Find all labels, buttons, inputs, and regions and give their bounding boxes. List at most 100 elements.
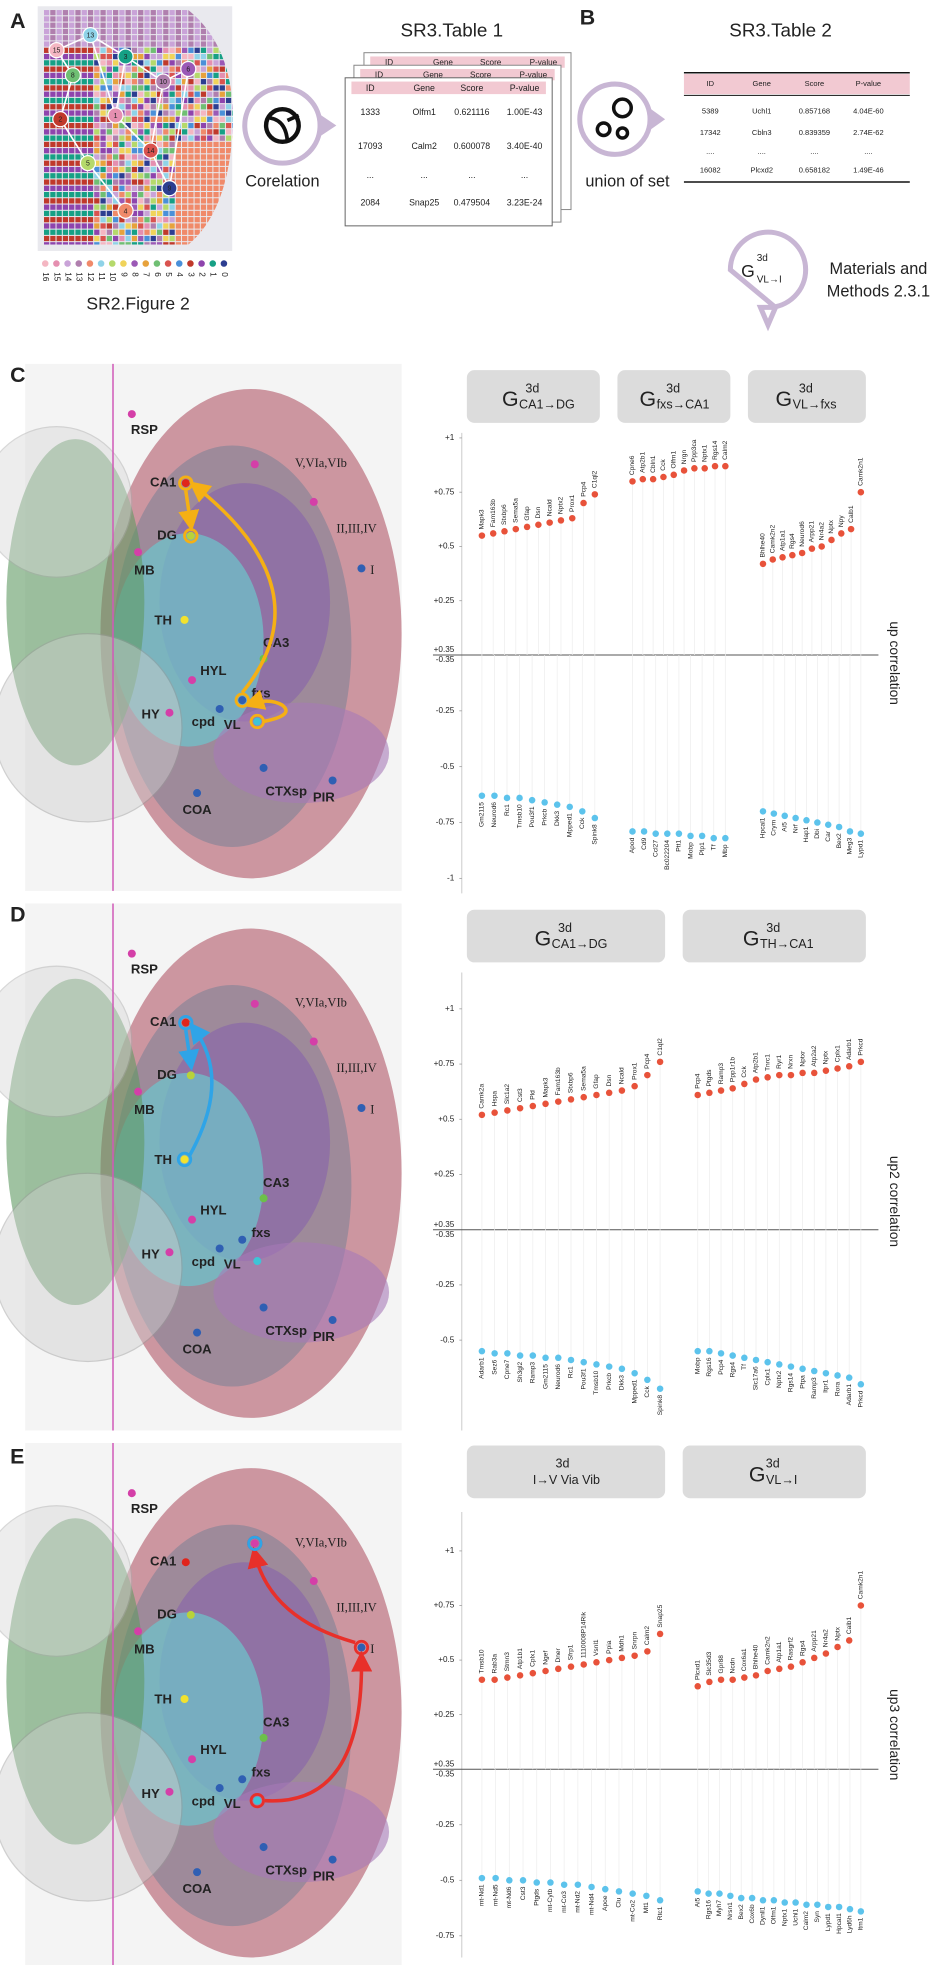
spot [175, 204, 182, 210]
region-dot [328, 776, 337, 785]
spot [150, 104, 156, 110]
spot [113, 79, 119, 85]
icon-glyph [263, 106, 301, 144]
gene-label: Olfm1 [671, 451, 678, 469]
spot [188, 110, 194, 116]
spot [188, 122, 194, 129]
spot [106, 97, 112, 104]
spot [169, 122, 175, 129]
region-dot [186, 1610, 195, 1619]
group-title: G [502, 387, 519, 411]
region-dot [181, 1018, 190, 1027]
spot [175, 223, 182, 229]
graph-node [64, 67, 82, 84]
spot [188, 173, 194, 179]
up-dot [629, 478, 636, 485]
spot [50, 160, 56, 166]
down-dot [716, 1890, 723, 1897]
spot [188, 210, 194, 217]
legend-swatch [75, 260, 83, 267]
spot [175, 122, 182, 129]
spot [100, 191, 106, 198]
region-label: cpd [192, 1254, 215, 1269]
node-ring [183, 528, 199, 544]
divider-label: -0.35 [436, 655, 455, 664]
spot [138, 129, 144, 135]
spot [194, 104, 200, 110]
spot [225, 160, 232, 166]
group-title: G [776, 387, 793, 411]
region-label: DG [157, 1067, 177, 1082]
spot [213, 79, 219, 85]
spot [119, 22, 125, 28]
spot [43, 16, 50, 22]
spot [163, 16, 169, 22]
region-dot [309, 1577, 318, 1586]
legend-label: 4 [175, 272, 184, 277]
table-cell: 0.839359 [799, 128, 830, 137]
spot [43, 129, 50, 135]
spot [43, 72, 50, 79]
spot [50, 217, 56, 223]
spot [175, 210, 182, 217]
graph-edge [112, 56, 127, 119]
spot [175, 16, 182, 22]
spot [131, 10, 138, 16]
down-dot [759, 808, 767, 815]
up-dot [799, 1659, 806, 1666]
spot [150, 191, 156, 198]
spot [219, 122, 225, 129]
region-dot [259, 763, 268, 772]
spot [131, 35, 138, 41]
spot [144, 122, 150, 129]
spot [188, 116, 194, 122]
region-label: I [370, 563, 374, 577]
spot [156, 185, 163, 191]
spot [188, 47, 194, 53]
legend-label: 15 [52, 272, 61, 282]
legend-label: 16 [41, 272, 50, 282]
flow-arrow [178, 1029, 200, 1072]
spot [169, 148, 175, 154]
gene-label: Snap25 [657, 1604, 664, 1627]
spot [169, 47, 175, 53]
down-dot [694, 1347, 701, 1355]
spot [43, 166, 50, 173]
spot [87, 91, 94, 97]
spot [232, 79, 233, 85]
spot [131, 110, 138, 116]
spot [131, 191, 138, 198]
spot [94, 47, 100, 53]
spot [207, 91, 213, 97]
region-dot [357, 1103, 366, 1112]
spot [56, 191, 62, 198]
thalamus [113, 1072, 264, 1287]
table-cell: Cbln3 [752, 128, 772, 137]
spot [232, 235, 233, 242]
spot [232, 129, 233, 135]
side-label: up3 correlation [887, 1689, 902, 1780]
thalamus [113, 1612, 264, 1826]
spot [175, 10, 182, 16]
region-label: MB [134, 1102, 154, 1117]
spot [119, 122, 125, 129]
gene-label: Stxbp6 [501, 504, 508, 525]
graph-edge [59, 118, 90, 166]
spot [50, 235, 56, 242]
spot [43, 41, 50, 47]
y-tick-label: -0.5 [440, 1875, 455, 1884]
spot [232, 223, 233, 229]
spot [182, 229, 188, 235]
spot [163, 41, 169, 47]
spot [156, 16, 163, 22]
spot [43, 198, 50, 204]
spot [119, 85, 125, 91]
spot [69, 191, 75, 198]
up-dot [491, 1109, 498, 1116]
down-dot [615, 1888, 623, 1895]
spot [131, 223, 138, 229]
spot [169, 141, 175, 148]
gene-label: Cox6a1 [741, 1648, 748, 1671]
region-dot [259, 1194, 268, 1203]
region-label: II,III,IV [336, 1601, 376, 1615]
